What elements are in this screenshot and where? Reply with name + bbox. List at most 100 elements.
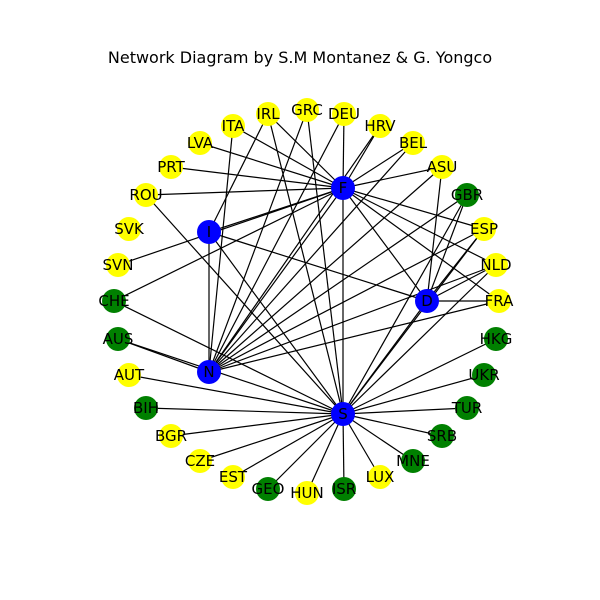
node-label-tur: TUR [451,399,483,417]
node-label-gbr: GBR [451,186,483,204]
node-circle-svk [117,217,141,241]
node-ita: ITA [221,114,245,138]
node-prt: PRT [157,155,186,179]
node-label-fra: FRA [485,292,514,310]
node-label-rou: ROU [129,186,162,204]
node-svk: SVK [114,217,145,241]
node-label-aus: AUS [103,330,134,348]
node-bel: BEL [399,131,428,155]
node-circle-aus [106,327,130,351]
edge-s-d [342,300,428,415]
edge-f-asu [342,166,443,189]
edge-f-n [208,187,344,373]
node-fra: FRA [485,289,514,313]
node-label-deu: DEU [328,105,360,123]
node-circle-rou [134,183,158,207]
edge-s-bih [145,407,344,415]
node-label-che: CHE [98,292,129,310]
node-label-cze: CZE [185,452,215,470]
edge-s-srb [342,413,443,437]
node-label-ukr: UKR [468,366,499,384]
node-circle-ita [221,114,245,138]
edge-n-hrv [208,125,381,373]
node-circle-irl [256,102,280,126]
node-est: EST [219,465,248,489]
edge-s-bgr [170,413,344,437]
node-circle-geo [256,477,280,501]
edge-s-est [232,413,344,478]
edge-f-svn [117,187,344,266]
edge-s-che [113,300,344,415]
edge-s-isr [342,413,345,490]
node-label-f: F [339,179,348,197]
node-label-i: I [207,223,211,241]
diagram-title: Network Diagram by S.M Montanez & G. Yon… [107,48,493,67]
node-label-d: D [421,292,433,310]
edge-s-grc [306,109,344,415]
edge-d-nld [426,264,497,302]
node-deu: DEU [328,102,360,126]
node-lux: LUX [366,465,394,489]
node-circle-che [102,289,126,313]
node-circle-hrv [368,114,392,138]
edge-s-hkg [342,338,497,415]
node-label-hun: HUN [290,484,323,502]
edge-s-irl [267,113,344,415]
node-label-hrv: HRV [364,117,396,135]
node-hkg: HKG [480,327,513,351]
node-nld: NLD [480,253,512,277]
node-d: D [415,289,439,313]
node-label-prt: PRT [157,158,185,176]
node-circle-deu [332,102,356,126]
node-bgr: BGR [155,424,187,448]
node-label-hkg: HKG [480,330,513,348]
node-circle-hun [295,481,319,505]
node-svn: SVN [102,253,134,277]
node-circle-bih [134,396,158,420]
edge-f-bel [342,142,414,189]
node-circle-isr [332,477,356,501]
node-circle-cze [188,449,212,473]
node-label-bel: BEL [399,134,428,152]
node-srb: SRB [427,424,457,448]
node-ukr: UKR [468,363,500,387]
node-circle-mne [401,449,425,473]
node-label-nld: NLD [480,256,511,274]
node-esp: ESP [470,217,498,241]
node-label-lva: LVA [187,134,214,152]
edge-n-grc [208,109,308,373]
edge-f-ita [232,125,344,189]
edge-i-s [208,231,344,415]
node-aut: AUT [114,363,145,387]
node-grc: GRC [291,98,323,122]
edge-s-cze [199,413,344,462]
edge-f-irl [267,113,344,189]
node-n: N [197,360,221,384]
node-circle-f [331,176,355,200]
node-asu: ASU [427,155,457,179]
node-circle-asu [430,155,454,179]
node-label-esp: ESP [470,220,498,238]
node-circle-aut [117,363,141,387]
edge-f-nld [342,187,497,266]
node-circle-hkg [484,327,508,351]
node-lva: LVA [187,131,214,155]
node-circle-bel [401,131,425,155]
node-mne: MNE [396,449,430,473]
node-isr: ISR [332,477,356,501]
edge-s-rou [145,194,344,415]
node-label-geo: GEO [252,480,285,498]
edge-n-fra [208,300,500,373]
node-label-ita: ITA [222,117,245,135]
node-f: F [331,176,355,200]
node-label-s: S [338,405,348,423]
node-circle-s [331,402,355,426]
node-irl: IRL [256,102,280,126]
node-tur: TUR [451,396,483,420]
node-label-svn: SVN [102,256,133,274]
edge-n-nld [208,264,497,373]
node-circle-grc [295,98,319,122]
